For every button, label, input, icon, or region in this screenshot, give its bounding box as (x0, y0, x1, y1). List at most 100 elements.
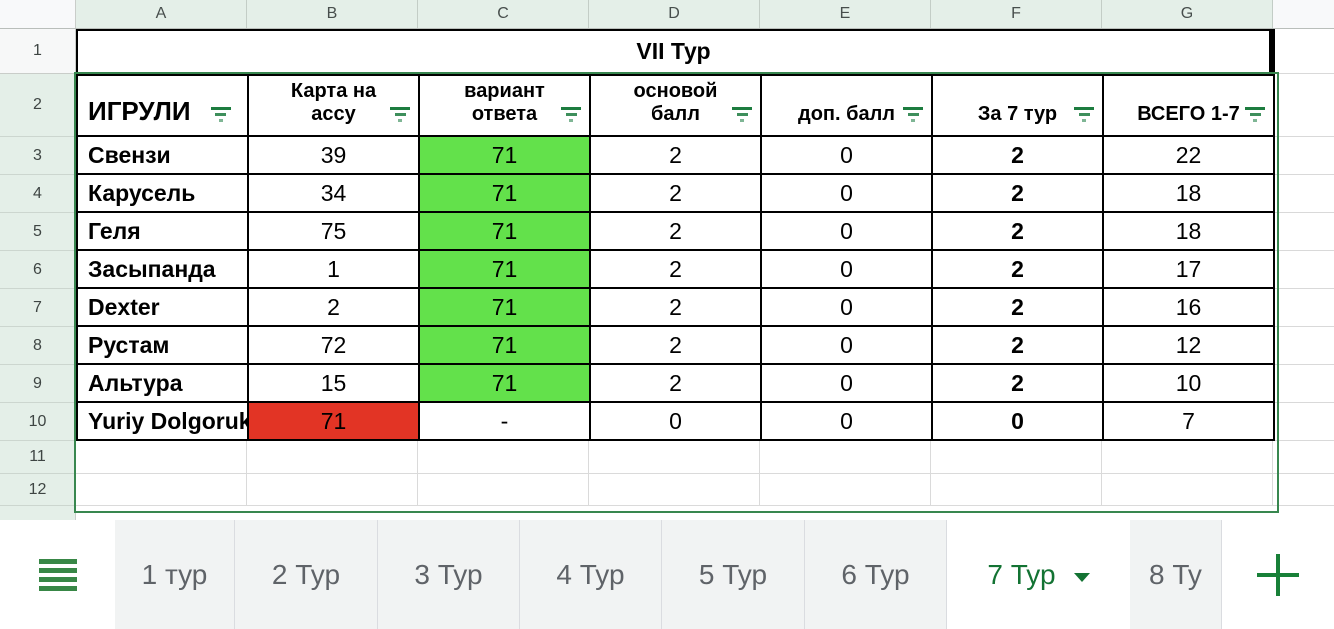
row-header-9[interactable]: 9 (0, 365, 75, 403)
value-cell[interactable]: 0 (762, 327, 933, 365)
value-cell[interactable]: 34 (249, 175, 420, 213)
empty-cell[interactable] (1102, 474, 1273, 505)
value-cell[interactable]: 2 (591, 175, 762, 213)
value-cell[interactable]: 2 (591, 327, 762, 365)
empty-cell[interactable] (589, 441, 760, 473)
tab-5-tur[interactable]: 5 Тур (662, 520, 805, 629)
empty-cell[interactable] (760, 474, 931, 505)
value-cell-correct[interactable]: 71 (420, 137, 591, 175)
value-cell[interactable]: 0 (762, 403, 933, 441)
empty-cell[interactable] (760, 441, 931, 473)
empty-cell[interactable] (418, 441, 589, 473)
tab-6-tur[interactable]: 6 Тур (805, 520, 947, 629)
name-cell[interactable]: Геля (78, 213, 249, 251)
row-header-10[interactable]: 10 (0, 403, 75, 441)
value-cell[interactable]: 2 (933, 175, 1104, 213)
chevron-down-icon[interactable] (1073, 572, 1090, 582)
column-header-f[interactable]: F (931, 0, 1102, 28)
header-cell-variant[interactable]: вариант ответа (420, 76, 591, 137)
empty-cell[interactable] (76, 474, 247, 505)
value-cell[interactable]: 10 (1104, 365, 1275, 403)
value-cell[interactable]: 18 (1104, 175, 1275, 213)
value-cell[interactable]: 16 (1104, 289, 1275, 327)
row-header-3[interactable]: 3 (0, 137, 75, 175)
row-header-1[interactable]: 1 (0, 29, 75, 74)
filter-icon[interactable] (903, 107, 923, 122)
value-cell[interactable]: 2 (249, 289, 420, 327)
value-cell[interactable]: 2 (591, 365, 762, 403)
tab-7-tur-active[interactable]: 7 Тур (947, 520, 1130, 629)
value-cell[interactable]: 72 (249, 327, 420, 365)
value-cell[interactable]: 22 (1104, 137, 1275, 175)
title-cell[interactable]: VII Тур (76, 29, 1275, 74)
filter-icon[interactable] (1074, 107, 1094, 122)
value-cell[interactable]: 2 (933, 365, 1104, 403)
value-cell[interactable]: 0 (762, 213, 933, 251)
row-header-12[interactable]: 12 (0, 474, 75, 506)
tab-3-tur[interactable]: 3 Тур (378, 520, 520, 629)
value-cell[interactable]: 0 (762, 365, 933, 403)
header-cell-vsego[interactable]: ВСЕГО 1-7 (1104, 76, 1275, 137)
value-cell-correct[interactable]: 71 (420, 213, 591, 251)
value-cell-correct[interactable]: 71 (420, 251, 591, 289)
column-header-c[interactable]: C (418, 0, 589, 28)
value-cell-correct[interactable]: 71 (420, 175, 591, 213)
value-cell[interactable]: 75 (249, 213, 420, 251)
header-cell-dop[interactable]: доп. балл (762, 76, 933, 137)
value-cell[interactable]: 2 (591, 251, 762, 289)
name-cell[interactable]: Dexter (78, 289, 249, 327)
value-cell-correct[interactable]: 71 (420, 327, 591, 365)
all-sheets-menu-button[interactable] (0, 520, 115, 629)
row-header-6[interactable]: 6 (0, 251, 75, 289)
empty-cell[interactable] (589, 474, 760, 505)
column-header-a[interactable]: A (76, 0, 247, 28)
value-cell[interactable]: 17 (1104, 251, 1275, 289)
value-cell-wrong[interactable]: 71 (249, 403, 420, 441)
value-cell[interactable]: 2 (933, 213, 1104, 251)
value-cell[interactable]: 0 (591, 403, 762, 441)
row-header-4[interactable]: 4 (0, 175, 75, 213)
value-cell[interactable]: 0 (762, 175, 933, 213)
column-header-g[interactable]: G (1102, 0, 1273, 28)
empty-cell[interactable] (247, 474, 418, 505)
name-cell[interactable]: Свензи (78, 137, 249, 175)
value-cell[interactable]: 2 (933, 327, 1104, 365)
empty-cell[interactable] (76, 441, 247, 473)
column-header-b[interactable]: B (247, 0, 418, 28)
row-header-7[interactable]: 7 (0, 289, 75, 327)
header-cell-za7tur[interactable]: За 7 тур (933, 76, 1104, 137)
column-header-e[interactable]: E (760, 0, 931, 28)
empty-cell[interactable] (418, 474, 589, 505)
column-header-d[interactable]: D (589, 0, 760, 28)
value-cell[interactable]: 1 (249, 251, 420, 289)
tab-8-tur[interactable]: 8 Ту (1130, 520, 1222, 629)
row-header-8[interactable]: 8 (0, 327, 75, 365)
row-header-11[interactable]: 11 (0, 441, 75, 474)
corner-cell[interactable] (0, 0, 76, 28)
value-cell[interactable]: 2 (933, 289, 1104, 327)
value-cell[interactable]: 0 (762, 251, 933, 289)
empty-cell[interactable] (1102, 441, 1273, 473)
value-cell[interactable]: 39 (249, 137, 420, 175)
header-cell-igruli[interactable]: ИГРУЛИ (78, 76, 249, 137)
filter-icon[interactable] (561, 107, 581, 122)
row-header-2[interactable]: 2 (0, 74, 75, 137)
value-cell[interactable]: 2 (591, 137, 762, 175)
value-cell[interactable]: - (420, 403, 591, 441)
row-header-5[interactable]: 5 (0, 213, 75, 251)
tab-4-tur[interactable]: 4 Тур (520, 520, 662, 629)
name-cell[interactable]: Альтура (78, 365, 249, 403)
name-cell[interactable]: Рустам (78, 327, 249, 365)
value-cell[interactable]: 2 (591, 289, 762, 327)
filter-icon[interactable] (390, 107, 410, 122)
filter-icon[interactable] (210, 107, 231, 122)
header-cell-osnovnoy[interactable]: основой балл (591, 76, 762, 137)
value-cell[interactable]: 12 (1104, 327, 1275, 365)
value-cell[interactable]: 2 (933, 251, 1104, 289)
value-cell-correct[interactable]: 71 (420, 365, 591, 403)
header-cell-karta[interactable]: Карта на ассу (249, 76, 420, 137)
value-cell[interactable]: 0 (933, 403, 1104, 441)
filter-icon[interactable] (1245, 107, 1265, 122)
empty-cell[interactable] (931, 441, 1102, 473)
value-cell[interactable]: 18 (1104, 213, 1275, 251)
